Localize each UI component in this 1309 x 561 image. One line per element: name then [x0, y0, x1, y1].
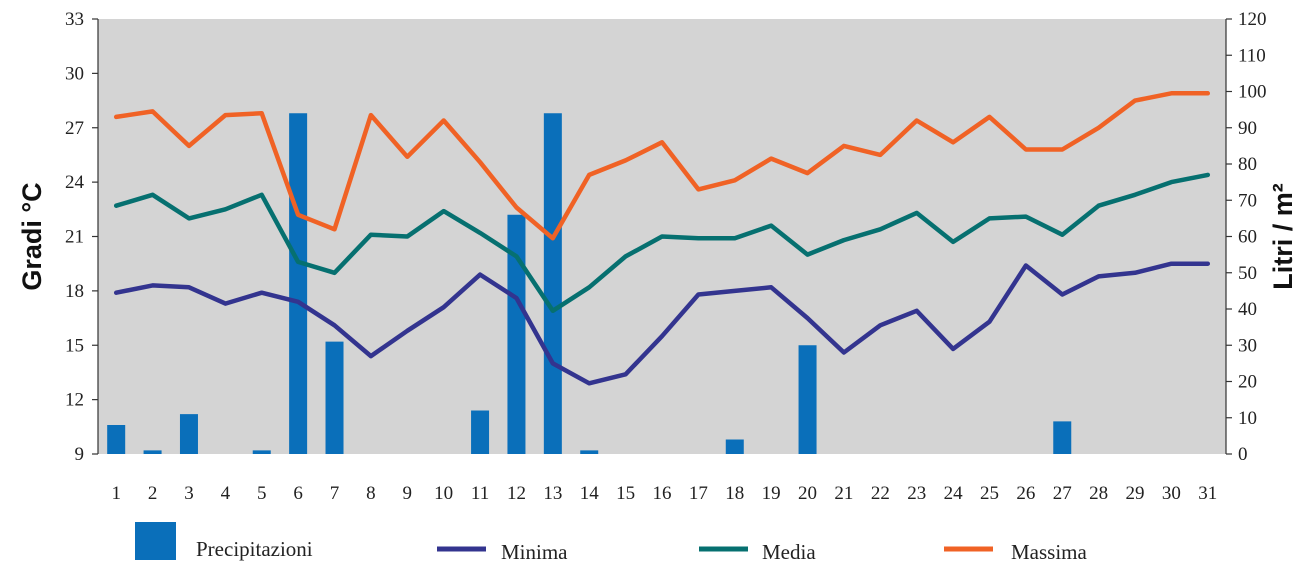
- x-tick-label: 27: [1053, 483, 1072, 504]
- temperature-lines: [113, 91, 1211, 386]
- x-tick-label: 28: [1089, 483, 1108, 504]
- legend-label-precipitazioni: Precipitazioni: [196, 537, 313, 561]
- right-tick-label: 60: [1238, 227, 1257, 248]
- legend-label-minima: Minima: [501, 540, 568, 561]
- x-tick-label: 29: [1126, 483, 1145, 504]
- x-tick-label: 15: [616, 483, 635, 504]
- precipitation-bar-11: [471, 410, 490, 454]
- x-tick-label: 5: [257, 483, 267, 504]
- x-tick-label: 30: [1162, 483, 1181, 504]
- legend-label-massima: Massima: [1011, 540, 1088, 561]
- x-tick-label: 2: [148, 483, 158, 504]
- series-line-massima: [113, 91, 1211, 241]
- legend: Precipitazioni Minima Media Massima: [135, 522, 1088, 561]
- x-tick-label: 11: [471, 483, 489, 504]
- legend-swatch-precipitazioni: [135, 522, 176, 560]
- right-tick-label: 50: [1238, 263, 1257, 284]
- x-tick-label: 31: [1198, 483, 1217, 504]
- left-tick-label: 27: [65, 118, 84, 139]
- precipitation-bars: [107, 113, 1072, 454]
- x-axis: 1 2 3 4 5 6 7 8 9 10 11 12 13 14 15 16 17 18 19 20 21 22 23 24 2…: [111, 483, 1217, 504]
- x-tick-label: 7: [330, 483, 340, 504]
- right-tick-label: 80: [1238, 154, 1257, 175]
- right-tick-label: 10: [1238, 408, 1257, 429]
- right-tick-label: 100: [1238, 82, 1267, 103]
- right-tick-label: 120: [1238, 9, 1267, 30]
- left-tick-label: 33: [65, 9, 84, 30]
- x-tick-label: 12: [507, 483, 526, 504]
- right-tick-label: 110: [1238, 45, 1266, 66]
- precipitation-bar-18: [725, 439, 744, 454]
- precipitation-bar-13: [543, 113, 562, 454]
- right-tick-label: 90: [1238, 118, 1257, 139]
- precipitation-bar-12: [507, 214, 526, 454]
- right-tick-label: 0: [1238, 444, 1248, 465]
- x-tick-label: 17: [689, 483, 708, 504]
- left-tick-label: 12: [65, 390, 84, 411]
- x-tick-label: 24: [944, 483, 964, 504]
- left-tick-label: 18: [65, 281, 84, 302]
- precipitation-bar-1: [107, 425, 126, 454]
- legend-label-media: Media: [762, 540, 816, 561]
- left-tick-label: 15: [65, 335, 84, 356]
- x-tick-label: 4: [221, 483, 231, 504]
- x-tick-label: 10: [434, 483, 453, 504]
- x-tick-label: 20: [798, 483, 817, 504]
- x-tick-label: 18: [725, 483, 744, 504]
- precipitation-bar-3: [179, 414, 198, 454]
- x-tick-label: 9: [403, 483, 413, 504]
- right-tick-label: 40: [1238, 299, 1257, 320]
- right-tick-label: 30: [1238, 335, 1257, 356]
- precipitation-bar-20: [798, 345, 817, 454]
- precipitation-bar-6: [289, 113, 308, 454]
- right-y-axis: 0 10 20 30 40 50 60 70 80 90 100 110 120: [1225, 9, 1267, 465]
- left-y-axis: 9 12 15 18 21 24 27 30 33: [65, 9, 99, 465]
- left-tick-label: 24: [65, 172, 85, 193]
- x-tick-label: 3: [184, 483, 194, 504]
- x-tick-label: 6: [293, 483, 303, 504]
- precipitation-bar-27: [1053, 421, 1072, 454]
- left-tick-label: 21: [65, 227, 84, 248]
- precipitation-bar-2: [143, 450, 162, 454]
- right-axis-title: Litri / m²: [1268, 183, 1298, 290]
- x-tick-label: 26: [1016, 483, 1035, 504]
- x-tick-label: 1: [111, 483, 121, 504]
- series-line-media: [113, 172, 1211, 314]
- x-tick-label: 16: [653, 483, 672, 504]
- right-tick-label: 70: [1238, 190, 1257, 211]
- precipitation-bar-14: [580, 450, 599, 454]
- precipitation-bar-7: [325, 341, 344, 454]
- x-tick-label: 23: [907, 483, 926, 504]
- x-tick-label: 8: [366, 483, 376, 504]
- x-tick-label: 21: [834, 483, 853, 504]
- precipitation-bar-5: [252, 450, 271, 454]
- x-tick-label: 13: [543, 483, 562, 504]
- x-tick-label: 22: [871, 483, 890, 504]
- left-tick-label: 30: [65, 63, 84, 84]
- left-axis-title: Gradi °C: [17, 182, 47, 290]
- x-tick-label: 19: [762, 483, 781, 504]
- left-tick-label: 9: [75, 444, 85, 465]
- x-tick-label: 14: [580, 483, 600, 504]
- x-tick-label: 25: [980, 483, 999, 504]
- right-tick-label: 20: [1238, 372, 1257, 393]
- series-line-minima: [113, 261, 1211, 386]
